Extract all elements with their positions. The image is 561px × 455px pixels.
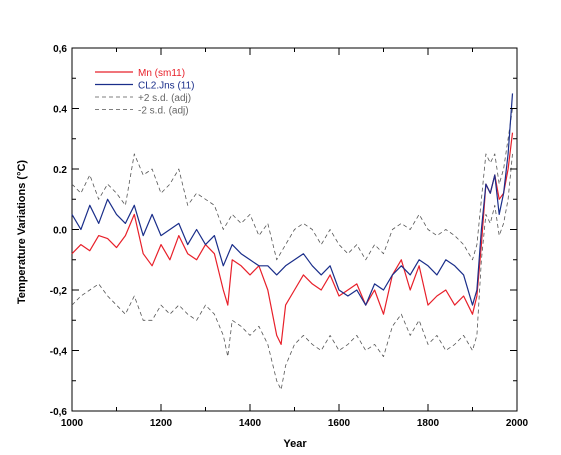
legend-label-3: -2 s.d. (adj) bbox=[138, 106, 189, 117]
x-tick-label: 1000 bbox=[61, 418, 84, 429]
legend-label-0: Mn (sm11) bbox=[138, 68, 185, 79]
y-tick-label: -0,2 bbox=[50, 286, 68, 297]
series-layer bbox=[71, 93, 514, 391]
y-tick-label: 0,6 bbox=[53, 44, 67, 55]
legend-label-1: CL2.Jns (11) bbox=[138, 81, 195, 92]
series-line-3 bbox=[71, 153, 513, 391]
y-tick-label: 0.0 bbox=[53, 226, 67, 237]
y-tick-label: 0.2 bbox=[53, 165, 67, 176]
y-tick-label: -0,4 bbox=[50, 347, 68, 358]
ticks-layer: 1000 1200 1400 1600 1800 2000 -0,6 -0,4 -0,2 0.0 0… bbox=[50, 44, 529, 429]
x-tick-label: 1200 bbox=[150, 418, 173, 429]
x-tick-label: 1600 bbox=[328, 418, 351, 429]
legend: Mn (sm11) CL2.Jns (11)+2 s.d. (adj) -2 s.d… bbox=[95, 68, 195, 117]
y-tick-label: -0,6 bbox=[50, 407, 68, 418]
x-axis-title: Year bbox=[283, 438, 307, 450]
series-line-0 bbox=[71, 132, 514, 345]
y-axis-title: Temperature Variations (°C) bbox=[16, 160, 28, 305]
y-tick-label: 0.4 bbox=[53, 105, 67, 116]
series-line-1 bbox=[71, 93, 514, 306]
legend-label-2: +2 s.d. (adj) bbox=[138, 93, 191, 104]
series-line-2 bbox=[71, 108, 513, 261]
x-tick-label: 2000 bbox=[506, 418, 529, 429]
x-tick-label: 1800 bbox=[417, 418, 440, 429]
x-tick-label: 1400 bbox=[239, 418, 262, 429]
